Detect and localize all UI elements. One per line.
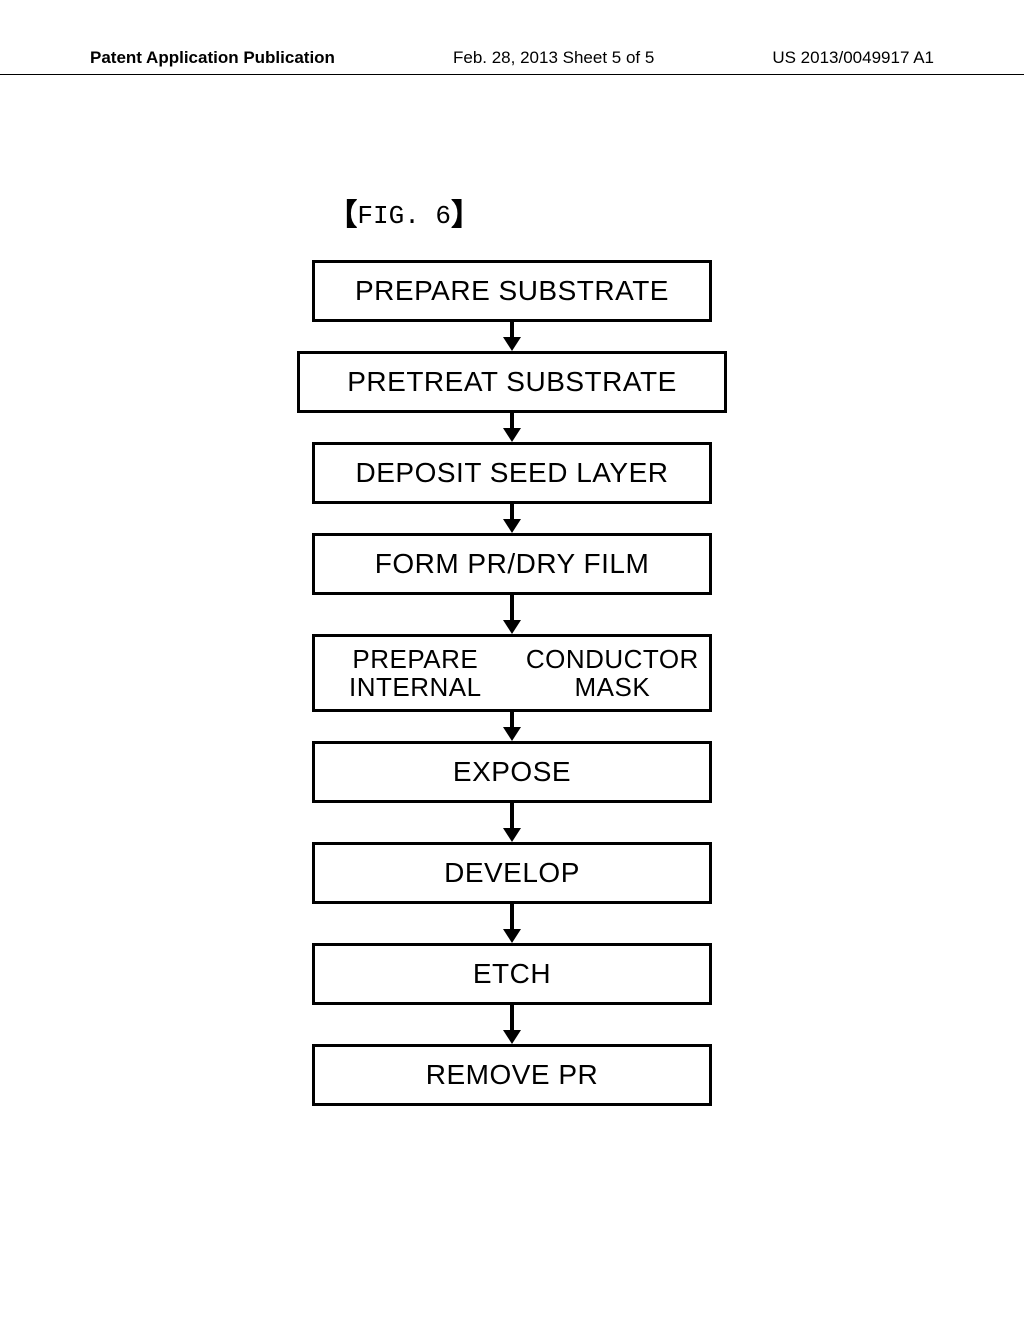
flow-node-text: REMOVE PR xyxy=(426,1060,599,1090)
flow-node-n9: REMOVE PR xyxy=(312,1044,712,1106)
arrow-shaft xyxy=(510,322,514,338)
arrow-shaft xyxy=(510,803,514,829)
page-header: Patent Application Publication Feb. 28, … xyxy=(0,48,1024,75)
arrow-shaft xyxy=(510,904,514,930)
arrow-down-icon xyxy=(503,1005,521,1044)
flow-node-n5: PREPARE INTERNALCONDUCTOR MASK xyxy=(312,634,712,712)
flow-node-text: DEPOSIT SEED LAYER xyxy=(356,458,669,488)
arrow-shaft xyxy=(510,595,514,621)
arrow-head-icon xyxy=(503,828,521,842)
header-right: US 2013/0049917 A1 xyxy=(772,48,934,68)
figure-label: 【FIG. 6】 xyxy=(265,160,481,264)
flow-node-n7: DEVELOP xyxy=(312,842,712,904)
arrow-head-icon xyxy=(503,519,521,533)
flow-node-n3: DEPOSIT SEED LAYER xyxy=(312,442,712,504)
arrow-head-icon xyxy=(503,337,521,351)
arrow-down-icon xyxy=(503,904,521,943)
arrow-down-icon xyxy=(503,413,521,442)
flow-node-text: ETCH xyxy=(473,959,551,989)
header-center: Feb. 28, 2013 Sheet 5 of 5 xyxy=(453,48,654,68)
flow-node-n4: FORM PR/DRY FILM xyxy=(312,533,712,595)
header-left: Patent Application Publication xyxy=(90,48,335,68)
arrow-head-icon xyxy=(503,1030,521,1044)
flow-node-text: CONDUCTOR MASK xyxy=(516,645,709,701)
flowchart: PREPARE SUBSTRATE PRETREAT SUBSTRATE DEPOS… xyxy=(0,260,1024,1106)
bracket-open-icon: 【 xyxy=(327,199,357,232)
flow-node-text: PREPARE SUBSTRATE xyxy=(355,276,669,306)
flow-node-n8: ETCH xyxy=(312,943,712,1005)
arrow-shaft xyxy=(510,1005,514,1031)
arrow-shaft xyxy=(510,504,514,520)
flow-node-n2: PRETREAT SUBSTRATE xyxy=(297,351,727,413)
flow-node-text: FORM PR/DRY FILM xyxy=(375,549,650,579)
arrow-down-icon xyxy=(503,504,521,533)
flow-node-n6: EXPOSE xyxy=(312,741,712,803)
page: Patent Application Publication Feb. 28, … xyxy=(0,0,1024,1320)
flow-node-n1: PREPARE SUBSTRATE xyxy=(312,260,712,322)
flow-node-text: DEVELOP xyxy=(444,858,580,888)
arrow-head-icon xyxy=(503,428,521,442)
arrow-shaft xyxy=(510,712,514,728)
arrow-down-icon xyxy=(503,595,521,634)
arrow-shaft xyxy=(510,413,514,429)
flow-node-text: PREPARE INTERNAL xyxy=(315,645,516,701)
arrow-head-icon xyxy=(503,620,521,634)
flow-node-text: PRETREAT SUBSTRATE xyxy=(347,367,677,397)
bracket-close-icon: 】 xyxy=(451,199,481,232)
arrow-head-icon xyxy=(503,929,521,943)
flow-node-text: EXPOSE xyxy=(453,757,571,787)
arrow-down-icon xyxy=(503,803,521,842)
arrow-down-icon xyxy=(503,322,521,351)
arrow-head-icon xyxy=(503,727,521,741)
figure-label-text: FIG. 6 xyxy=(357,201,451,231)
arrow-down-icon xyxy=(503,712,521,741)
